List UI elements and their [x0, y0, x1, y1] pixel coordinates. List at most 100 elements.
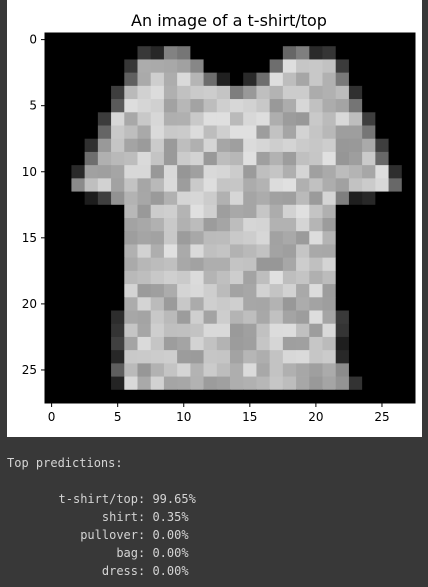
- image-pixel: [362, 59, 376, 74]
- image-pixel: [177, 85, 191, 100]
- image-pixel: [335, 165, 350, 179]
- image-pixel: [282, 310, 297, 325]
- image-pixel: [362, 284, 376, 298]
- image-pixel: [45, 125, 59, 140]
- image-pixel: [137, 376, 152, 391]
- image-pixel: [45, 165, 59, 179]
- image-pixel: [322, 336, 337, 351]
- image-pixel: [362, 46, 376, 60]
- image-pixel: [190, 33, 204, 47]
- x-tick-label: 10: [176, 410, 191, 424]
- image-pixel: [58, 72, 72, 87]
- image-pixel: [124, 125, 138, 140]
- image-pixel: [137, 138, 152, 153]
- image-pixel: [45, 112, 59, 126]
- image-pixel: [282, 191, 297, 206]
- image-pixel: [296, 151, 310, 166]
- image-pixel: [111, 350, 125, 364]
- image-pixel: [335, 138, 350, 153]
- image-pixel: [84, 191, 99, 206]
- image-pixel: [348, 284, 363, 298]
- image-pixel: [58, 310, 72, 325]
- image-pixel: [97, 323, 112, 338]
- image-pixel: [84, 99, 99, 113]
- image-pixel: [388, 112, 403, 126]
- image-pixel: [84, 72, 99, 87]
- image-pixel: [163, 323, 178, 338]
- image-pixel: [97, 59, 112, 74]
- image-pixel: [124, 204, 138, 219]
- image-pixel: [150, 99, 165, 113]
- image-pixel: [230, 46, 244, 60]
- prediction-value: 99.65%: [152, 492, 196, 506]
- image-pixel: [163, 231, 178, 245]
- x-tick-label: 0: [48, 410, 56, 424]
- image-pixel: [84, 363, 99, 377]
- image-pixel: [203, 191, 218, 206]
- image-pixel: [137, 218, 152, 232]
- image-pixel: [282, 350, 297, 364]
- image-pixel: [203, 376, 218, 391]
- image-pixel: [97, 297, 112, 311]
- image-pixel: [137, 389, 152, 404]
- image-pixel: [296, 284, 310, 298]
- image-pixel: [269, 99, 284, 113]
- image-pixel: [388, 389, 403, 404]
- prediction-row: pullover: 0.00%: [7, 526, 422, 544]
- image-pixel: [216, 389, 231, 404]
- image-pixel: [124, 99, 138, 113]
- image-pixel: [401, 270, 416, 285]
- image-pixel: [71, 99, 86, 113]
- image-pixel: [58, 125, 72, 140]
- image-pixel: [150, 257, 165, 272]
- image-pixel: [216, 33, 231, 47]
- image-pixel: [137, 244, 152, 259]
- image-pixel: [163, 46, 178, 60]
- image-pixel: [137, 165, 152, 179]
- image-pixel: [111, 33, 125, 47]
- image-pixel: [124, 151, 138, 166]
- image-pixel: [362, 178, 376, 192]
- image-pixel: [216, 46, 231, 60]
- image-pixel: [348, 257, 363, 272]
- image-pixel: [163, 33, 178, 47]
- image-pixel: [388, 323, 403, 338]
- image-pixel: [401, 323, 416, 338]
- image-pixel: [309, 138, 323, 153]
- image-pixel: [243, 257, 257, 272]
- image-pixel: [243, 270, 257, 285]
- image-pixel: [150, 178, 165, 192]
- image-pixel: [111, 284, 125, 298]
- image-pixel: [97, 310, 112, 325]
- image-pixel: [150, 112, 165, 126]
- image-pixel: [71, 138, 86, 153]
- image-pixel: [216, 191, 231, 206]
- image-pixel: [269, 218, 284, 232]
- image-pixel: [137, 231, 152, 245]
- image-pixel: [322, 85, 337, 100]
- image-pixel: [388, 33, 403, 47]
- image-pixel: [97, 376, 112, 391]
- image-pixel: [256, 323, 271, 338]
- image-pixel: [309, 178, 323, 192]
- image-pixel: [71, 244, 86, 259]
- image-pixel: [203, 178, 218, 192]
- image-pixel: [71, 218, 86, 232]
- prediction-value: 0.35%: [152, 510, 189, 524]
- image-pixel: [256, 99, 271, 113]
- image-pixel: [45, 297, 59, 311]
- image-pixel: [375, 350, 389, 364]
- image-pixel: [282, 99, 297, 113]
- image-pixel: [388, 297, 403, 311]
- image-pixel: [45, 138, 59, 153]
- image-pixel: [45, 72, 59, 87]
- image-pixel: [124, 59, 138, 74]
- image-pixel: [348, 125, 363, 140]
- image-pixel: [335, 33, 350, 47]
- image-pixel: [269, 165, 284, 179]
- image-pixel: [150, 151, 165, 166]
- image-pixel: [269, 284, 284, 298]
- image-pixel: [401, 204, 416, 219]
- image-pixel: [256, 46, 271, 60]
- image-pixel: [45, 323, 59, 338]
